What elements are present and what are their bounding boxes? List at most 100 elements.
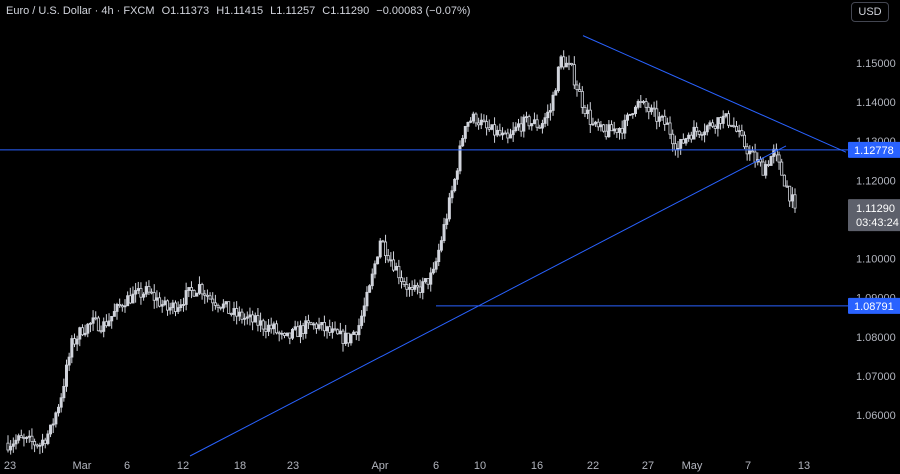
candle-body (721, 115, 725, 124)
candle-body (564, 62, 568, 68)
support-price-tag: 1.08791 (854, 301, 894, 313)
candle-body (463, 125, 467, 139)
candle-body (120, 305, 124, 308)
candle-body (235, 308, 239, 317)
candle-body (793, 194, 797, 209)
candle-body (341, 330, 345, 344)
candle-body (503, 132, 507, 135)
candle-body (349, 334, 353, 344)
candle-body (556, 66, 560, 92)
change-value: −0.00083 (−0.07%) (376, 5, 471, 17)
candle-body (365, 291, 369, 307)
candle-body (386, 255, 390, 261)
candle-body (788, 185, 792, 202)
candle-body (610, 124, 614, 132)
candle-body (174, 302, 178, 312)
candle-body (602, 124, 606, 132)
candle-body (333, 328, 337, 331)
candle-body (72, 338, 76, 345)
candle-body (6, 442, 10, 451)
candle-body (290, 328, 294, 339)
candle-body (740, 130, 744, 136)
candle-body (434, 261, 438, 270)
candle-body (352, 331, 356, 335)
candle-body (322, 322, 326, 332)
candle-body (461, 138, 465, 147)
candle-body (697, 130, 701, 135)
x-axis: 23 Mar 6 12 18 23 Apr 6 10 16 22 27 May 7 13 (4, 460, 810, 472)
candle-body (543, 117, 547, 124)
candle-body (524, 116, 528, 119)
candle-body (46, 433, 50, 444)
candle-body (336, 329, 340, 335)
candle-body (735, 126, 739, 132)
candle-body (700, 134, 704, 136)
y-tick-label: 1.08000 (856, 332, 896, 344)
candle-body (570, 63, 574, 66)
candle-body (203, 293, 207, 296)
candle-body (227, 301, 231, 314)
resistance-price-tag-bg (848, 141, 900, 158)
candle-body (562, 56, 566, 68)
candle-body (144, 286, 148, 295)
candle-body (264, 328, 268, 332)
x-tick-label: 27 (642, 460, 654, 472)
candle-body (224, 301, 228, 305)
candle-body (575, 84, 579, 90)
last-price-tag-bg (848, 199, 900, 232)
candle-body (373, 263, 377, 275)
candle-body (458, 145, 462, 172)
candle-body (306, 320, 310, 324)
candle-body (261, 320, 265, 330)
candle-body (548, 110, 552, 113)
candle-body (195, 292, 199, 297)
candle-body (376, 256, 380, 265)
currency-button[interactable]: USD (851, 2, 889, 22)
candle-body (532, 119, 536, 124)
candle-body (633, 106, 637, 115)
candle-body (229, 313, 233, 315)
candle-body (679, 139, 683, 149)
candle-body (479, 119, 483, 126)
candle-body (38, 444, 42, 447)
candle-body (51, 423, 55, 426)
candle-body (272, 323, 276, 330)
resistance-price-tag: 1.12778 (854, 145, 894, 157)
x-tick-label: 6 (124, 460, 130, 472)
lines-layer (0, 35, 848, 457)
candle-body (370, 273, 374, 287)
candle-body (368, 285, 372, 293)
x-tick-label: Apr (371, 460, 388, 472)
candle-body (535, 119, 539, 128)
candle-body (232, 308, 236, 315)
candle-body (639, 101, 643, 103)
candle-body (134, 290, 138, 295)
candle-body (527, 116, 531, 127)
descending-trendline (582, 35, 847, 153)
candle-body (62, 385, 66, 399)
candle-body (673, 143, 677, 151)
candle-body (636, 101, 640, 108)
candle-body (727, 113, 731, 126)
candle-body (580, 91, 584, 108)
candle-body (30, 435, 34, 442)
candle-body (687, 134, 691, 139)
candle-body (104, 321, 108, 327)
candle-body (516, 123, 520, 128)
y-tick-label: 1.07000 (856, 371, 896, 383)
candle-body (384, 241, 388, 257)
candle-body (251, 314, 255, 323)
candle-body (769, 156, 773, 166)
candle-body (586, 109, 590, 115)
candle-body (78, 327, 82, 340)
candle-body (546, 111, 550, 119)
candle-body (429, 272, 433, 285)
candle-body (415, 284, 419, 288)
candle-body (139, 288, 143, 298)
candle-body (110, 315, 114, 322)
candle-body (11, 443, 15, 447)
candle-body (474, 113, 478, 124)
candle-body (447, 197, 451, 220)
candle-body (123, 305, 127, 308)
